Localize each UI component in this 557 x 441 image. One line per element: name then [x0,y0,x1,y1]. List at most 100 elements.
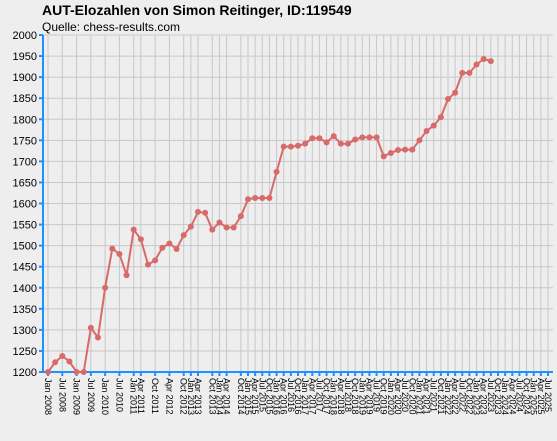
data-point [302,140,309,147]
chart-subtitle: Quelle: chess-results.com [42,20,181,34]
x-tick-label: Jul 2024 [514,378,524,412]
data-point [66,358,73,365]
x-tick-label: Oct 2012 [179,378,189,415]
y-tick-label: 1800 [13,114,37,126]
x-tick-label: Jul 2020 [400,378,410,412]
data-point [352,136,359,143]
data-point [287,143,294,150]
x-tick-label: Jul 2016 [286,378,296,412]
y-tick-label: 1300 [13,325,37,337]
data-point [216,219,223,226]
data-point [430,122,437,129]
y-tick-label: 1600 [13,199,37,211]
x-tick-label: Jan 2016 [272,378,282,415]
x-tick-label: Jul 2008 [57,378,67,412]
x-tick-label: Jul 2017 [314,378,324,412]
x-tick-label: Jan 2015 [243,378,253,415]
data-point [480,56,487,63]
data-point [423,128,430,135]
x-tick-label: Apr 2021 [422,378,432,415]
data-point [373,134,380,141]
x-tick-label: Oct 2019 [379,378,389,415]
x-tick-label: Jan 2023 [472,378,482,415]
x-tick-label: Apr 2023 [479,378,489,415]
x-tick-label: Jul 2021 [429,378,439,412]
data-point [109,245,116,252]
data-point [87,324,94,331]
y-tick-label: 1750 [13,135,37,147]
y-tick-label: 2000 [13,30,37,42]
data-point [252,195,259,202]
x-tick-label: Jul 2015 [257,378,267,412]
data-point [266,195,273,202]
data-point [473,61,480,68]
data-point [280,143,287,150]
data-point [409,146,416,153]
y-tick-label: 1500 [13,241,37,253]
data-point [145,261,151,268]
data-point [437,114,444,121]
data-point [487,58,494,65]
data-point [180,232,187,239]
x-tick-label: Jan 2018 [329,378,339,415]
data-point [95,334,101,341]
y-tick-label: 1350 [13,304,37,316]
data-point [345,140,351,147]
x-tick-label: Apr 2017 [307,378,317,415]
y-tick-label: 1650 [13,177,37,189]
data-point [166,240,173,247]
x-tick-label: Jan 2020 [386,378,396,415]
grid-lines [43,34,553,373]
x-tick-label: Jan 2011 [129,378,139,414]
y-tick-label: 1400 [13,283,37,295]
x-tick-label: Jul 2009 [86,378,96,412]
x-tick-label: Oct 2016 [293,378,303,415]
data-point [245,196,251,203]
data-point [123,272,130,279]
data-point [259,195,266,202]
x-tick-label: Apr 2022 [450,378,460,415]
data-point [380,153,387,160]
x-tick-label: Apr 2025 [536,378,546,415]
x-tick-label: Apr 2018 [336,378,346,415]
x-tick-labels: Jan 2008 Jul 2008 Jan 2009 Jul 2009 Jan 2010… [43,378,553,415]
data-point [452,89,459,96]
x-tick-label: Jan 2019 [357,378,367,415]
data-point [316,135,323,142]
y-tick-label: 1700 [13,156,37,168]
y-tick-label: 1900 [13,72,37,84]
x-tick-label: Apr 2016 [279,378,289,415]
data-point [466,69,473,76]
x-tick-label: Oct 2024 [522,378,532,415]
data-point [173,245,180,252]
x-tick-label: Oct 2021 [436,378,446,415]
x-tick-label: Jul 2023 [486,378,496,412]
data-point [137,236,144,243]
y-tick-label: 1950 [13,51,37,63]
x-tick-label: Jan 2014 [214,378,224,415]
data-point [445,96,451,103]
y-tick-labels: 1200 1250 1300 1350 1400 1450 1500 1550 1600 1650… [13,30,37,379]
x-tick-label: Apr 2014 [222,378,232,415]
x-tick-label: Apr 2019 [364,378,374,415]
x-tick-label: Jan 2013 [186,378,196,415]
x-tick-label: Apr 2012 [164,378,174,415]
data-point [230,224,237,231]
data-point [402,146,409,153]
data-point [395,147,401,154]
data-point [52,359,59,366]
data-point [337,140,344,147]
data-point [295,142,301,149]
data-point [459,69,466,76]
data-point [152,257,159,264]
data-point [159,244,166,251]
data-point [80,369,87,375]
data-point [59,352,66,359]
data-point [359,134,366,141]
data-point [387,149,394,156]
x-tick-label: Jul 2022 [457,378,467,412]
x-tick-label: Apr 2011 [136,378,146,414]
x-tick-label: Jan 2024 [500,378,510,415]
x-tick-label: Jan 2017 [300,378,310,415]
